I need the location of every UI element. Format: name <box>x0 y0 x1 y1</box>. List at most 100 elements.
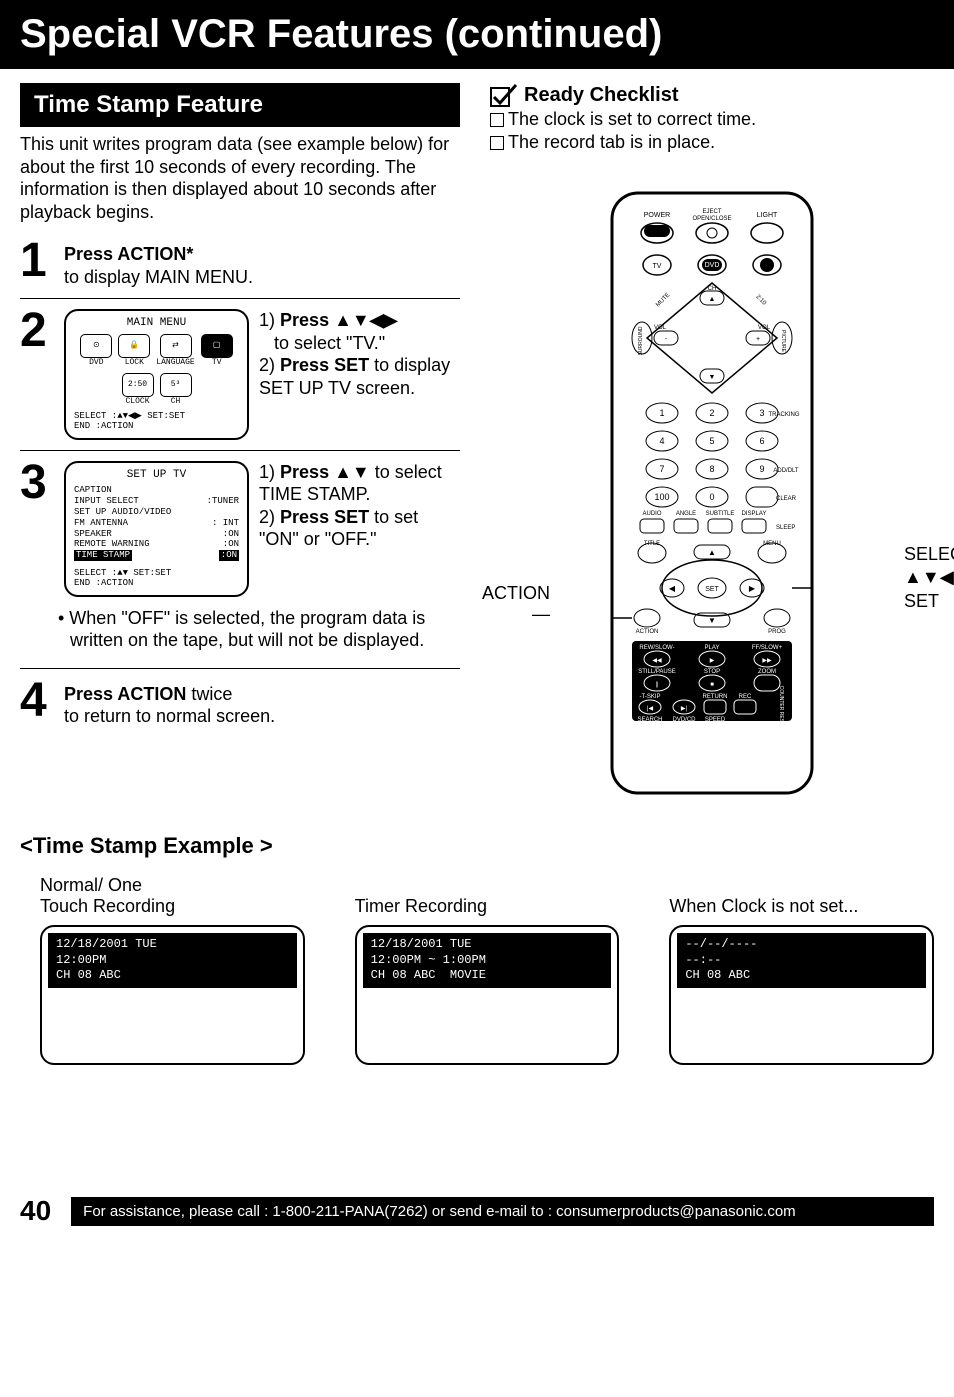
remote-diagram: ACTION— SELECT ▲▼◀▶ SET POWER <box>490 183 934 803</box>
svg-text:▼: ▼ <box>708 616 716 625</box>
step-number: 1 <box>20 239 56 282</box>
step-1: 1 Press ACTION* to display MAIN MENU. <box>20 239 460 288</box>
setup-row: CAPTION <box>74 485 239 496</box>
screen-footer-line: END :ACTION <box>74 579 239 589</box>
main-menu-screen: MAIN MENU ⊙DVD 🔒LOCK ⇄LANGUAGE <box>64 309 249 440</box>
example-column: Timer Recording 12/18/2001 TUE 12:00PM ~ … <box>355 873 620 1065</box>
screen-title: MAIN MENU <box>74 317 239 330</box>
icon-label: LANGUAGE <box>156 358 194 367</box>
svg-text:3: 3 <box>759 408 764 418</box>
icon-label: CH <box>171 397 181 406</box>
svg-text:OPEN/CLOSE: OPEN/CLOSE <box>692 216 731 222</box>
step-number: 2 <box>20 309 56 352</box>
icon-label: TV <box>212 358 222 367</box>
svg-text:PLAY: PLAY <box>705 645 720 651</box>
svg-text:AUDIO: AUDIO <box>642 511 661 517</box>
svg-text:▲: ▲ <box>709 296 716 303</box>
example-display: --/--/---- --:-- CH 08 ABC <box>677 933 926 988</box>
checkbox-icon <box>490 113 504 127</box>
svg-text:STILL/PAUSE: STILL/PAUSE <box>638 669 676 675</box>
substep-num: 2) <box>259 507 275 527</box>
svg-text:SET: SET <box>705 586 719 593</box>
step4-bold: Press ACTION <box>64 684 186 704</box>
step-2: 2 MAIN MENU ⊙DVD 🔒LOCK <box>20 309 460 440</box>
substep-num: 2) <box>259 355 275 375</box>
svg-text:POWER: POWER <box>644 212 670 219</box>
substep-num: 1) <box>259 310 275 330</box>
divider <box>20 668 460 669</box>
step-number: 3 <box>20 461 56 504</box>
substep-text: to select "TV." <box>274 333 385 353</box>
checklist-title: Ready Checklist <box>524 84 679 107</box>
step4-mid: twice <box>186 684 232 704</box>
svg-text:TV: TV <box>653 263 662 270</box>
svg-text:6: 6 <box>759 436 764 446</box>
highlighted-val: :ON <box>219 550 239 561</box>
remote-label-select: SELECT ▲▼◀▶ SET <box>904 543 954 613</box>
remote-label-action: ACTION— <box>470 583 550 625</box>
svg-text:REW/SLOW-: REW/SLOW- <box>639 645 674 651</box>
svg-text:SEARCH: SEARCH <box>637 717 662 723</box>
setup-row: FM ANTENNA: INT <box>74 518 239 529</box>
svg-text:▼: ▼ <box>709 374 716 381</box>
example-column: Normal/ One Touch Recording12/18/2001 TU… <box>40 873 305 1065</box>
example-label: When Clock is not set... <box>669 873 934 917</box>
svg-text:4: 4 <box>659 436 664 446</box>
svg-text:FF/SLOW+: FF/SLOW+ <box>752 645 783 651</box>
checkbox-icon <box>490 136 504 150</box>
svg-text:DVD: DVD <box>705 262 720 269</box>
svg-text:CH: CH <box>708 286 717 292</box>
checklist-text: The record tab is in place. <box>508 132 715 153</box>
svg-text:1: 1 <box>659 408 664 418</box>
svg-text:PICTURE: PICTURE <box>780 330 786 353</box>
svg-text:||: || <box>655 682 659 688</box>
setup-tv-screen: SET UP TV CAPTIONINPUT SELECT:TUNERSET U… <box>64 461 249 597</box>
screen-footer-line: END :ACTION <box>74 422 239 432</box>
svg-text:SUBTITLE: SUBTITLE <box>706 511 735 517</box>
svg-text:ACTION: ACTION <box>636 629 659 635</box>
step4-rest: to return to normal screen. <box>64 706 275 726</box>
substep-bold: Press ▲▼ <box>280 462 370 482</box>
svg-text:◀◀: ◀◀ <box>652 658 662 664</box>
icon-label: CLOCK <box>125 397 149 406</box>
svg-text:MENU: MENU <box>763 541 781 547</box>
svg-text:EJECT: EJECT <box>702 209 721 215</box>
example-screen: --/--/---- --:-- CH 08 ABC <box>669 925 934 1065</box>
svg-text:▶|: ▶| <box>681 706 688 712</box>
svg-text:DVD/CD: DVD/CD <box>672 717 696 723</box>
example-heading: <Time Stamp Example > <box>20 833 934 859</box>
substep-num: 1) <box>259 462 275 482</box>
step1-rest: to display MAIN MENU. <box>64 267 253 287</box>
svg-text:■: ■ <box>710 682 714 688</box>
page-number: 40 <box>20 1195 51 1227</box>
checklist-text: The clock is set to correct time. <box>508 109 756 130</box>
svg-text:8: 8 <box>709 464 714 474</box>
svg-text:|◀: |◀ <box>647 706 654 712</box>
setup-row: INPUT SELECT:TUNER <box>74 496 239 507</box>
svg-text:0: 0 <box>709 492 714 502</box>
svg-text:PROG: PROG <box>768 629 786 635</box>
example-display: 12/18/2001 TUE 12:00PM ~ 1:00PM CH 08 AB… <box>363 933 612 988</box>
svg-text:2: 2 <box>709 408 714 418</box>
setup-row: SET UP AUDIO/VIDEO <box>74 507 239 518</box>
example-label: Timer Recording <box>355 873 620 917</box>
step-number: 4 <box>20 679 56 722</box>
icon-label: DVD <box>89 358 103 367</box>
svg-text:▲: ▲ <box>708 548 716 557</box>
svg-text:TITLE: TITLE <box>644 541 660 547</box>
example-column: When Clock is not set... --/--/---- --:--… <box>669 873 934 1065</box>
svg-text:ADD/DLT: ADD/DLT <box>773 468 799 474</box>
svg-text:+: + <box>756 336 760 343</box>
example-screen: 12/18/2001 TUE 12:00PM ~ 1:00PM CH 08 AB… <box>355 925 620 1065</box>
svg-text:VOL: VOL <box>758 325 771 331</box>
section-title: Time Stamp Feature <box>20 83 460 127</box>
svg-text:SPEED: SPEED <box>705 717 726 723</box>
svg-text:VOL: VOL <box>654 325 667 331</box>
page-title: Special VCR Features (continued) <box>0 0 954 69</box>
svg-text:LIGHT: LIGHT <box>757 212 778 219</box>
svg-text:CLEAR: CLEAR <box>776 496 797 502</box>
svg-text:TRACKING: TRACKING <box>768 412 799 418</box>
remote-icon: POWER EJECT OPEN/CLOSE LIGHT TV DVD <box>602 183 822 803</box>
svg-text:-T-SKIP: -T-SKIP <box>639 694 660 700</box>
svg-text:7: 7 <box>659 464 664 474</box>
